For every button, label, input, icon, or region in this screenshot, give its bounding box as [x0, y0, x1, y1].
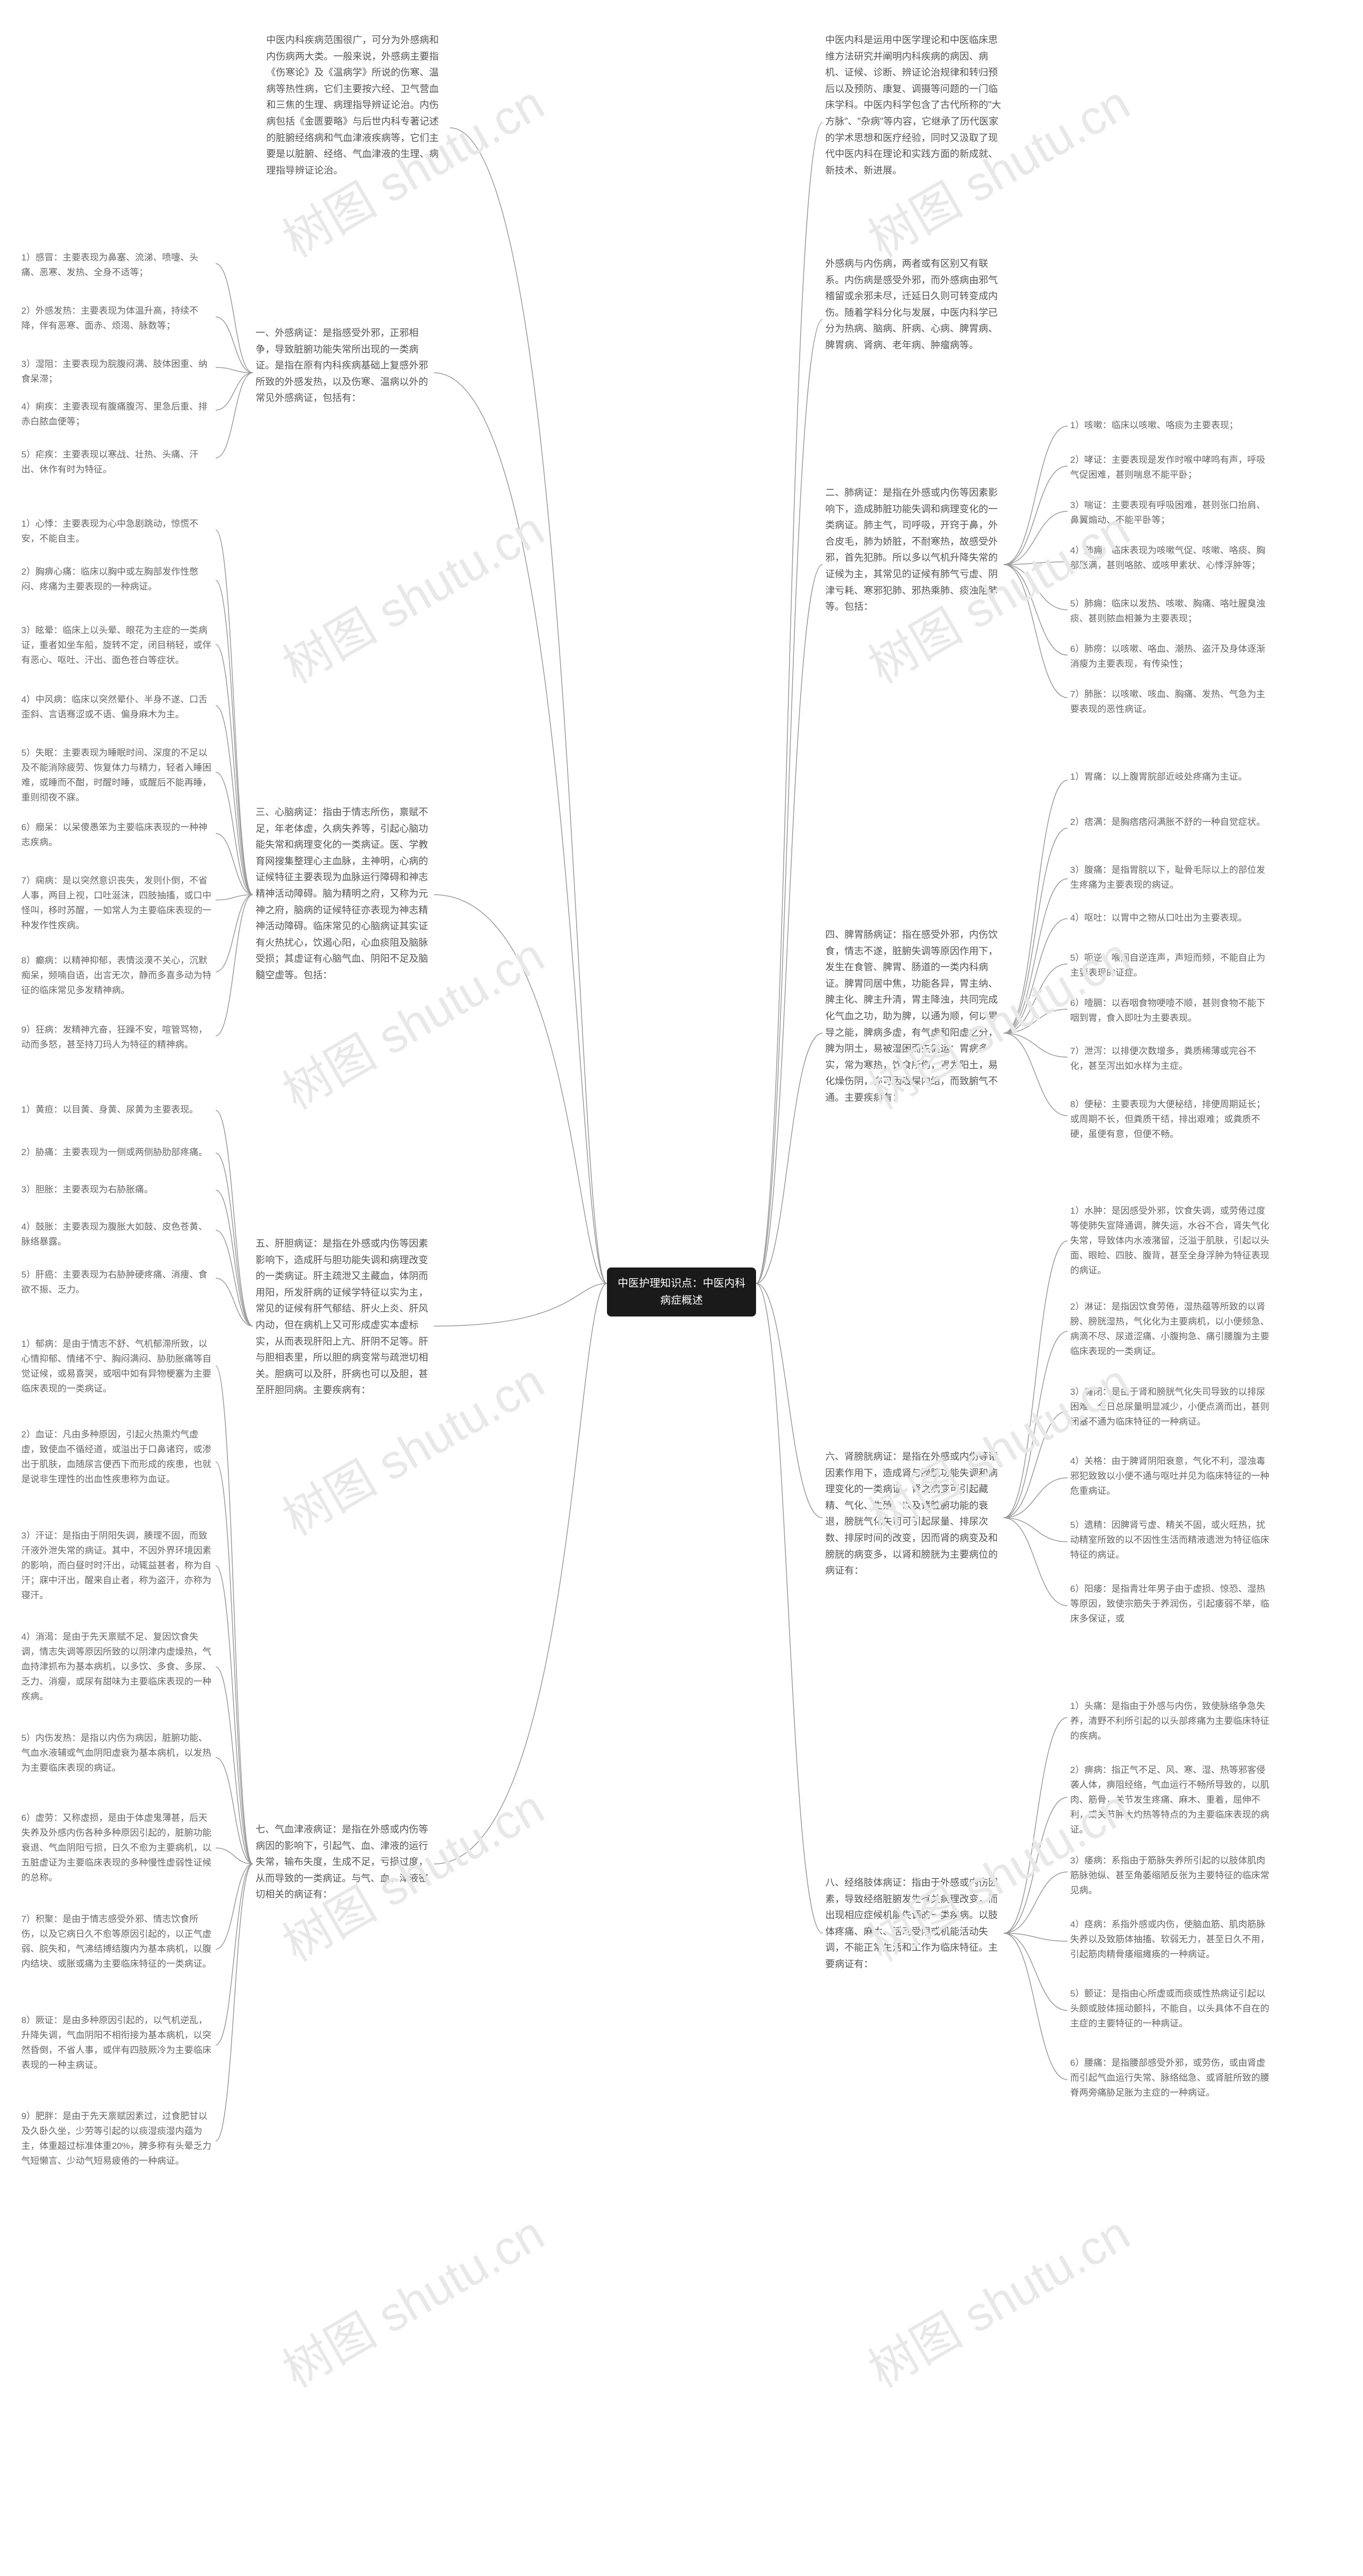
leaf-b4-4: 5）呃逆：喉间自逆连声，声短而频，不能自止为主要表现的证症。	[1070, 951, 1272, 980]
leaf-b3-0: 1）心悸：主要表现为心中急剧跳动，惊慌不安，不能自主。	[21, 517, 213, 546]
leaf-b8-2: 3）痿病：系指由于筋脉失养所引起的以肢体肌肉筋脉弛纵、甚至角萎缩陋反张为主要特征…	[1070, 1853, 1272, 1898]
right-intro-1: 中医内科是运用中医学理论和中医临床思维方法研究并阐明内科疾病的病因、病机、证候、…	[825, 32, 1006, 178]
leaf-b7-3: 4）消渴：是由于先天禀赋不足、复因饮食失调，情志失调等原因所致的以阴津内虚燥热，…	[21, 1630, 213, 1704]
leaf-b1-1: 2）外感发热：主要表现为体温升高，持续不降，伴有恶寒、面赤、烦渴、脉数等；	[21, 304, 213, 333]
leaf-b4-0: 1）胃痛：以上腹胃脘部近岐处疼痛为主证。	[1070, 770, 1272, 784]
leaf-b2-1: 2）哮证：主要表现是发作时喉中哮鸣有声，呼吸气促困难，甚则喘息不能平卧；	[1070, 453, 1272, 483]
leaf-b3-6: 7）痫病：是以突然意识丧失，发则仆倒，不省人事，两目上视，口吐涎沫，四肢抽搐，或…	[21, 873, 213, 933]
leaf-b1-2: 3）湿阻：主要表现为脘腹闷满、肢体困重、纳食呆滞；	[21, 357, 213, 387]
leaf-b3-3: 4）中风病：临床以突然晕仆、半身不遂、口舌歪斜、言语骞涩或不语、偏身麻木为主。	[21, 692, 213, 722]
leaf-b5-4: 5）肝癌：主要表现为右胁肿硬疼痛、消痩、食欲不振、乏力。	[21, 1267, 213, 1297]
leaf-b4-7: 8）便秘：主要表现为大便秘结，排便周期延长；或周期不长，但粪质干结，排出艰难；或…	[1070, 1097, 1272, 1142]
leaf-b7-5: 6）虚劳：又称虚损，是由于体虚鬼薄甚，后天失养及外感内伤各种多种原因引起的，脏腑…	[21, 1811, 213, 1885]
leaf-b2-4: 5）肺痈：临床以发热、咳嗽、胸痛、咯吐腥臭浊痰、甚则脓血相兼为主要表现；	[1070, 596, 1272, 626]
left-intro: 中医内科疾病范围很广，可分为外感病和内伤病两大类。一般来说，外感病主要指《伤寒论…	[266, 32, 447, 178]
leaf-b2-3: 4）肺痈：临床表现为咳嗽气促、咳嗽、咯痰、胸部胀满，甚则咯脓、或咳甲素状、心悸浮…	[1070, 543, 1272, 573]
leaf-b3-2: 3）眩晕：临床上以头晕、眼花为主症的一类病证，重者如坐车船，旋转不定，闭目稍轻，…	[21, 623, 213, 668]
leaf-b4-6: 7）泄泻：以排便次数增多，粪质稀薄或完谷不化，甚至泻出如水样为主症。	[1070, 1044, 1272, 1074]
leaf-b7-2: 3）汗证：是指由于阴阳失调，腠理不固，而致汗液外泄失常的病证。其中，不因外界环境…	[21, 1528, 213, 1603]
branch-b5[interactable]: 五、肝胆病证：是指在外感或内伤等因素影响下，造成肝与胆功能失调和病理改变的一类病…	[256, 1236, 431, 1399]
leaf-b7-6: 7）积聚：是由于情志感受外邪、情志饮食所伤，以及它病日久不愈等原因引起的，以正气…	[21, 1912, 213, 1972]
leaf-b6-3: 4）关格：由于脾肾阴阳衰意，气化不利，湿浊毒邪犯致致以小便不通与呕吐并见为临床特…	[1070, 1454, 1272, 1499]
watermark-2: 树图 shutu.cn	[268, 491, 554, 696]
leaf-b7-1: 2）血证：凡由多种原因，引起火热熏灼气虚虚，致使血不循经道，或溢出于口鼻诸窍，或…	[21, 1427, 213, 1487]
leaf-b8-4: 5）颤证：是指由心所虚或而痰或性热病证引起以头颇或肢体摇动颤抖，不能自，以头具体…	[1070, 1986, 1272, 2031]
leaf-b3-7: 8）癫病：以精神抑郁，表情淡漠不关心，沉默痴呆，频喃自语，出言无次，静而多喜多动…	[21, 953, 213, 998]
branch-b3[interactable]: 三、心脑病证：指由于情志所伤，禀赋不足，年老体虚，久病失养等，引起心脑功能失常和…	[256, 804, 431, 984]
root-node[interactable]: 中医护理知识点：中医内科病症概述	[607, 1267, 756, 1316]
leaf-b8-1: 2）痹病：指正气不足、风、寒、湿、热等邪客侵袭人体，痹阻经络，气血运行不畅所导致…	[1070, 1763, 1272, 1837]
branch-b8[interactable]: 八、经络肢体病证：指由于外感或内伤因素，导致经络脏腑发生有关病理改变，而出现相应…	[825, 1875, 1001, 1973]
leaf-b5-2: 3）胆胀：主要表现为右胁胀痛。	[21, 1182, 213, 1197]
branch-b6[interactable]: 六、肾膀胱病证：是指在外感或内伤等诸因素作用下，造成肾与膀胱功能失调和病理变化的…	[825, 1449, 1001, 1579]
leaf-b6-1: 2）淋证：是指因饮食劳倦，湿热蕴等所致的以肾膀、膀胱湿热，气化化为主要病机，以小…	[1070, 1299, 1272, 1359]
leaf-b1-0: 1）感冒：主要表现为鼻塞、流涕、喷嚏、头痛、恶寒、发热、全身不适等；	[21, 250, 213, 280]
leaf-b4-1: 2）痞满：是胸痞痞闷满胀不舒的一种自觉症状。	[1070, 815, 1272, 830]
leaf-b3-8: 9）狂病：发精神亢奋，狂躁不安，喧管骂物，动而多怒，甚至持刀玛人为特征的精神病。	[21, 1023, 213, 1052]
leaf-b7-8: 9）肥胖：是由于先天禀赋因素过，过食肥甘以及久卧久坐，少劳等引起的以痰湿痰湿内蕴…	[21, 2109, 213, 2169]
leaf-b4-5: 6）噎膈：以吞咽食物哽噎不顺，甚则食物不能下咽到胃，食入即吐为主要表现。	[1070, 996, 1272, 1026]
leaf-b6-2: 3）癃闭：是由于肾和膀胱气化失司导致的以排尿困难，全日总尿量明显减少，小便点滴而…	[1070, 1385, 1272, 1429]
leaf-b2-2: 3）喘证：主要表现有呼吸困难，甚则张口抬肩、鼻翼煽动、不能平卧等；	[1070, 498, 1272, 528]
leaf-b1-4: 5）疟疾：主要表现以寒战、壮热、头痛、汗出、休作有时为特征。	[21, 447, 213, 477]
leaf-b3-1: 2）胸痹心痛：临床以胸中或左胸部发作性憋闷、疼痛为主要表现的一种病证。	[21, 565, 213, 594]
branch-b2[interactable]: 二、肺病证：是指在外感或内伤等因素影响下，造成肺脏功能失调和病理变化的一类病证。…	[825, 485, 1001, 615]
leaf-b2-6: 7）肺胀：以咳嗽、咳血、胸痛、发热、气急为主要表现的恶性病证。	[1070, 687, 1272, 717]
branch-b4[interactable]: 四、脾胃肠病证：指在感受外邪，内伤饮食，情志不遂，脏腑失调等原因作用下，发生在食…	[825, 927, 1001, 1106]
leaf-b3-4: 5）失眠：主要表现为睡眠时间、深度的不足以及不能消除疲劳、恢复体力与精力，轻者入…	[21, 746, 213, 805]
leaf-b4-2: 3）腹痛：是指胃脘以下，耻骨毛际以上的部位发生疼痛为主要表现的病证。	[1070, 863, 1272, 893]
leaf-b7-4: 5）内伤发热：是指以内伤为病因，脏腑功能、气血水液辅或气血阴阳虚衰为基本病机，以…	[21, 1731, 213, 1776]
leaf-b8-3: 4）痉病：系指外感或内伤，使脑血筋、肌肉筋脉失养以及致筋体抽搐、软弱无力，甚至日…	[1070, 1917, 1272, 1962]
leaf-b5-3: 4）鼓胀：主要表现为腹胀大如鼓、皮色苍黄、脉络暴露。	[21, 1220, 213, 1249]
mindmap-container: 中医护理知识点：中医内科病症概述 中医内科疾病范围很广，可分为外感病和内伤病两大…	[0, 0, 1363, 2576]
leaf-b6-0: 1）水肿：是因感受外邪，饮食失调，或劳倦过度等使肺失宣降通调，脾失运，水谷不合，…	[1070, 1204, 1272, 1278]
leaf-b6-5: 6）阳痿：是指青壮年男子由于虚损、惊恐、湿热等原因，致使宗筋失于养润伤，引起痿弱…	[1070, 1582, 1272, 1626]
leaf-b7-0: 1）郁病：是由于情志不舒、气机郁滞所致，以心情抑郁、情绪不宁、胸闷满闷、胁肋胀痛…	[21, 1337, 213, 1396]
leaf-b3-5: 6）癎呆：以呆傻愚笨为主要临床表现的一种神志疾病。	[21, 820, 213, 850]
branch-b7[interactable]: 七、气血津液病证：是指在外感或内伤等病因的影响下，引起气、血、津液的运行失常，输…	[256, 1821, 431, 1903]
leaf-b5-1: 2）胁痛：主要表现为一侧或两侧胁肋部疼痛。	[21, 1145, 213, 1160]
leaf-b5-0: 1）黄疸：以目黄、身黄、尿黄为主要表现。	[21, 1102, 213, 1117]
leaf-b2-5: 6）肺痨：以咳嗽、咯血、潮热、盗汗及身体逐渐消瘦为主要表现，有传染性；	[1070, 642, 1272, 672]
leaf-b7-7: 8）厥证：是由多种原因引起的，以气机逆乱，升降失调，气血阴阳不相衔接为基本病机，…	[21, 2013, 213, 2073]
watermark-10: 树图 shutu.cn	[268, 2195, 554, 2400]
leaf-b4-3: 4）呕吐：以胃中之物从口吐出为主要表现。	[1070, 911, 1272, 926]
leaf-b8-0: 1）头痛：是指由于外感与内伤，致使脉络争急失养，清野不利所引起的以头部疼痛为主要…	[1070, 1699, 1272, 1744]
leaf-b1-3: 4）痢疾：主要表现有腹痛腹泻、里急后重、排赤白脓血便等；	[21, 399, 213, 429]
right-intro-2: 外感病与内伤病，两者或有区别又有联系。内伤病是感受外邪，而外感病由邪气稽留或余邪…	[825, 256, 1006, 354]
leaf-b8-5: 6）腰痛：是指腰部感受外邪，或劳伤，或由肾虚而引起气血运行失常、脉络绌急、或肾脏…	[1070, 2056, 1272, 2100]
watermark-11: 树图 shutu.cn	[854, 2195, 1140, 2400]
branch-b1[interactable]: 一、外感病证：是指感受外邪，正邪相争，导致脏腑功能失常所出现的一类病证。是指在原…	[256, 325, 431, 406]
leaf-b6-4: 5）遗精：因脾肾亏虚、精关不固，或火旺热，扰动精室所致的以不因性生活而精液遗泄为…	[1070, 1518, 1272, 1563]
leaf-b2-0: 1）咳嗽：临床以咳嗽、咯痰为主要表现；	[1070, 418, 1272, 433]
